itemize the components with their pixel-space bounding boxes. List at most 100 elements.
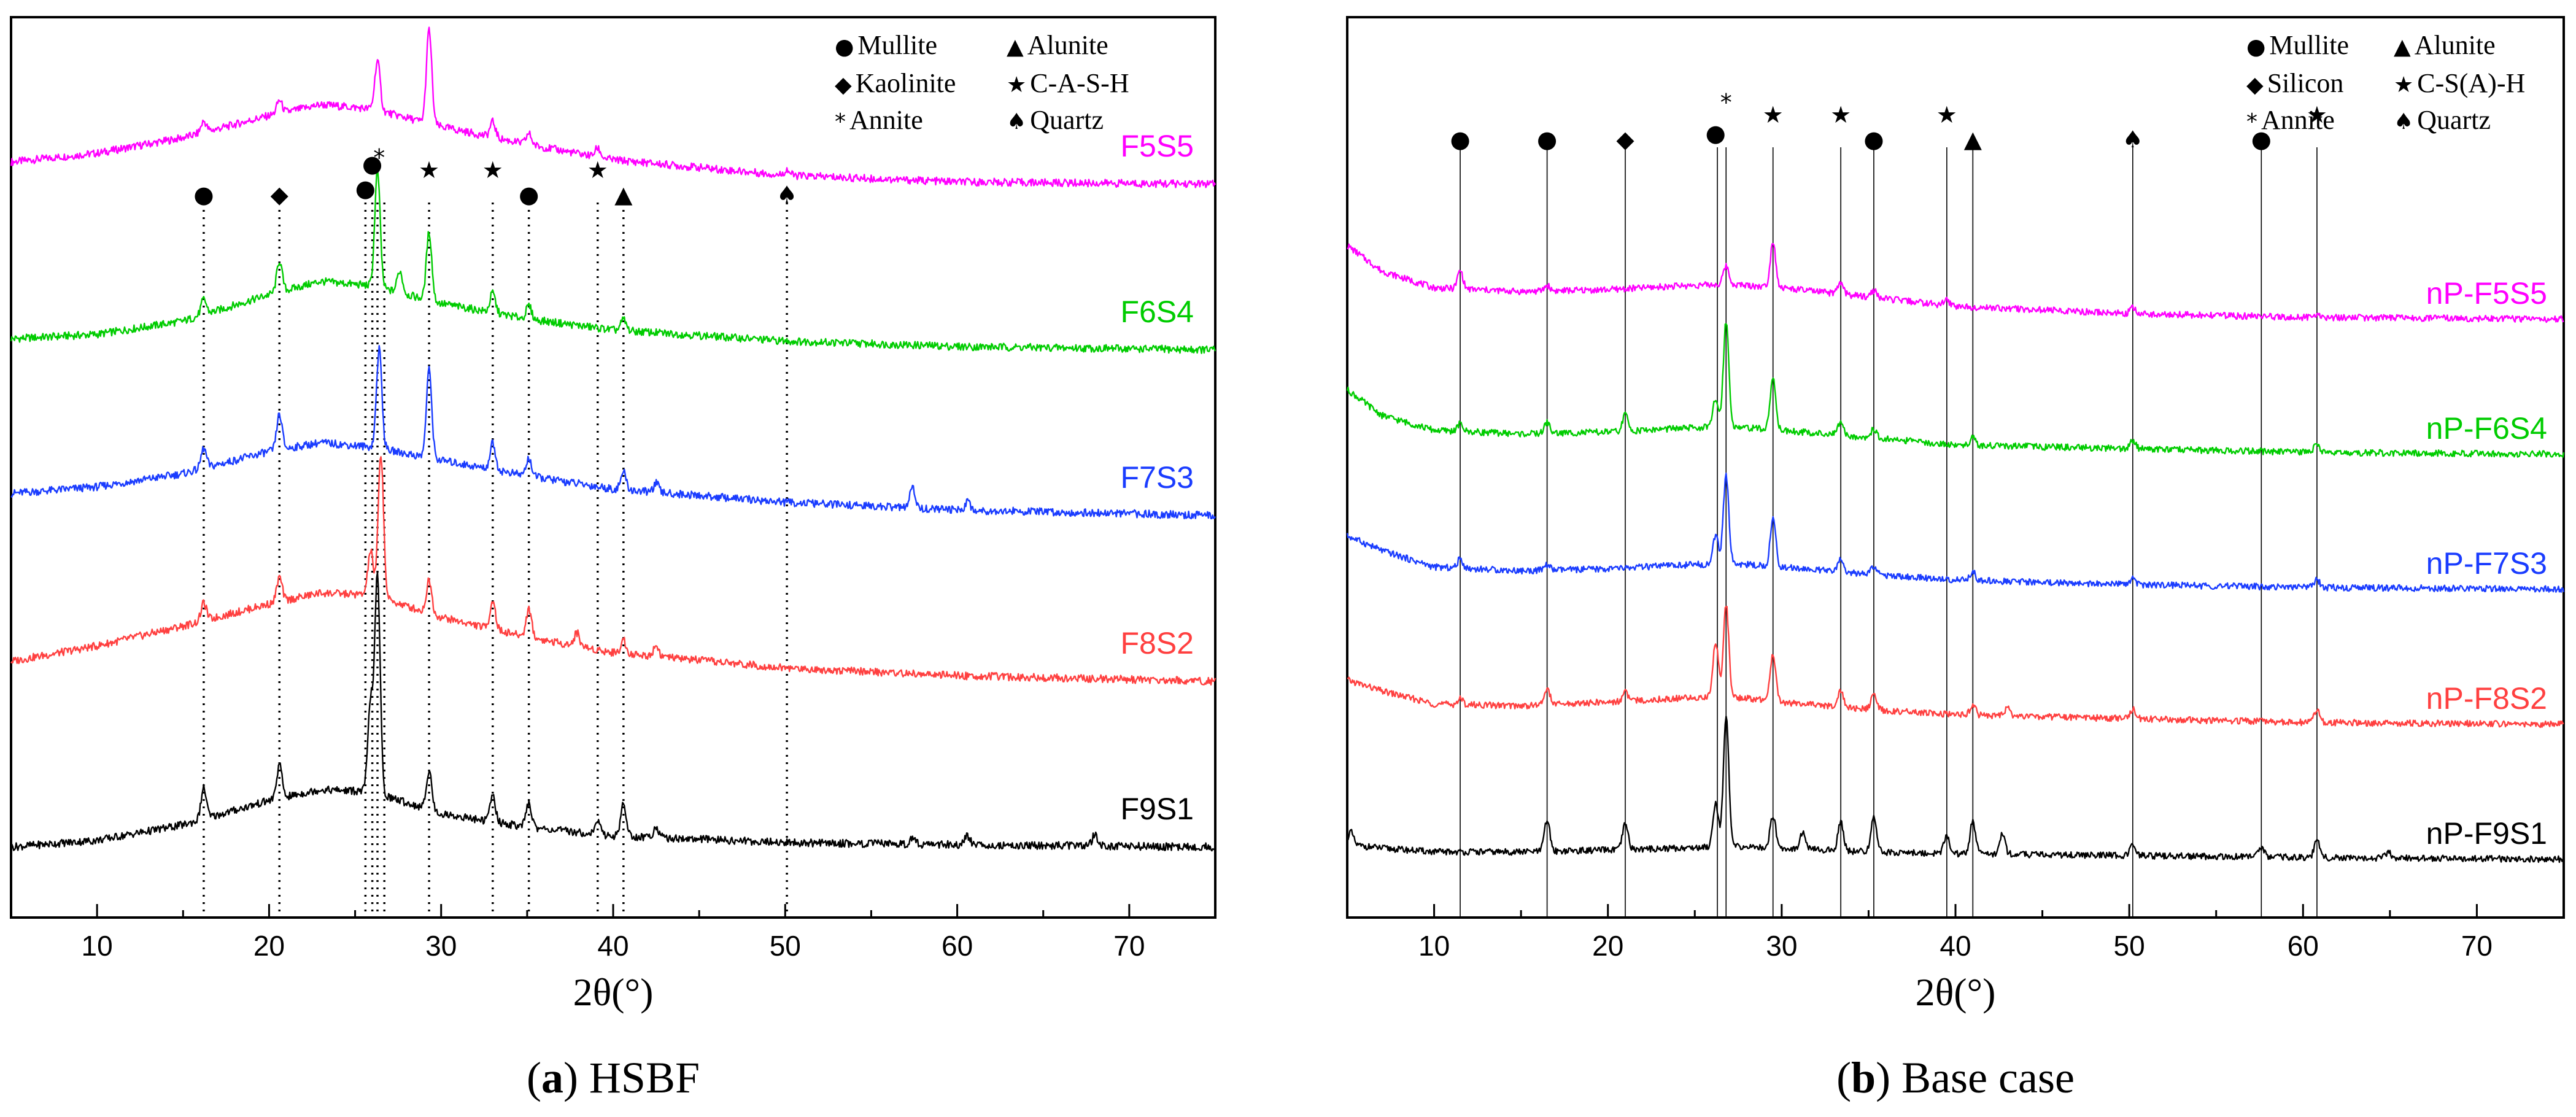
legend-symbol: ● <box>835 34 854 60</box>
legend-entry-annite: * Annite <box>835 105 923 135</box>
legend-label: Mullite <box>857 30 937 60</box>
legend-entry-c-a-s-h: ★ C-A-S-H <box>1007 68 1129 98</box>
phase-marker: ● <box>193 181 214 208</box>
phase-marker: ♠ <box>2122 126 2143 153</box>
legend-symbol: ★ <box>2394 72 2413 98</box>
panel-b-caption: (b) Base case <box>1836 1053 2075 1102</box>
legend-label: Alunite <box>1027 30 1108 60</box>
phase-marker: ● <box>1537 126 1557 153</box>
panel-b-caption-letter: b <box>1851 1053 1876 1102</box>
panel-b-series: nP-F5S5 nP-F6S4 nP-F7S3 nP-F8S2 nP-F9S1 <box>1346 243 2565 864</box>
legend-entry-mullite: ● Mullite <box>2246 30 2349 60</box>
series-label-f5s5: F5S5 <box>1120 129 1194 163</box>
panel-a-phase-markers: ● ◆ ●●* ★ ★●★▲ ♠ <box>193 144 797 208</box>
phase-marker: ● <box>1706 120 1726 147</box>
x-tick-label: 30 <box>425 930 457 962</box>
series-line-np-f7s3 <box>1346 473 2565 593</box>
panel-a-frame <box>10 16 1216 919</box>
series-line-f5s5 <box>10 26 1216 188</box>
phase-marker: ★ <box>587 157 608 184</box>
legend-label: Quartz <box>2417 105 2491 135</box>
x-tick-label: 40 <box>597 930 629 962</box>
panel-b-caption-title: Base case <box>1901 1053 2075 1102</box>
legend-entry-annite: * Annite <box>2246 105 2335 135</box>
phase-marker: * <box>373 144 385 171</box>
series-line-np-f5s5 <box>1347 243 2564 323</box>
phase-marker: ★ <box>1830 101 1851 128</box>
legend-entry-alunite: ▲ Alunite <box>2394 30 2496 60</box>
series-label-np-f6s4: nP-F6S4 <box>2426 411 2547 446</box>
x-tick-label: 70 <box>2461 930 2493 962</box>
series-line-f6s4 <box>10 168 1216 354</box>
phase-marker: ★ <box>1936 101 1957 128</box>
panel-b-base-case: nP-F5S5 nP-F6S4 nP-F7S3 nP-F8S2 nP-F9S1 ● ● ◆ ●… <box>1346 16 2565 1102</box>
legend-label: Annite <box>849 105 923 135</box>
series-line-f8s2 <box>10 456 1216 686</box>
legend-label: Alunite <box>2415 30 2496 60</box>
legend-symbol: ♠ <box>2394 109 2413 134</box>
panel-b-x-axis: 10 20 30 40 50 60 70 <box>1346 904 2565 962</box>
x-tick-label: 10 <box>82 930 113 962</box>
panel-a-x-axis-label: 2θ(°) <box>573 970 654 1014</box>
panel-a-series: F5S5 F6S4 F7S3 F8S2 F9S1 <box>10 26 1216 852</box>
phase-marker: ● <box>2251 126 2272 153</box>
phase-marker: * <box>1720 89 1732 116</box>
phase-marker: ◆ <box>271 181 289 208</box>
legend-entry-quartz: ♠ Quartz <box>1007 105 1104 135</box>
phase-marker: ▲ <box>614 181 633 208</box>
legend-label: Annite <box>2261 105 2335 135</box>
legend-entry-alunite: ▲ Alunite <box>1007 30 1108 60</box>
phase-marker: ★ <box>419 157 439 184</box>
legend-symbol: * <box>2246 109 2257 134</box>
legend-label: C-A-S-H <box>1030 68 1129 98</box>
x-tick-label: 50 <box>770 930 801 962</box>
series-line-np-f6s4 <box>1346 323 2565 458</box>
panel-b-reference-lines <box>1460 147 2318 918</box>
panel-b-x-axis-label: 2θ(°) <box>1916 970 1996 1014</box>
series-line-f9s1 <box>10 571 1216 852</box>
series-label-f8s2: F8S2 <box>1120 626 1194 660</box>
phase-marker: ● <box>1863 126 1884 153</box>
phase-marker: ★ <box>2307 101 2327 128</box>
legend-symbol: * <box>835 109 846 134</box>
legend-symbol: ● <box>2246 34 2265 60</box>
legend-symbol: ★ <box>1007 72 1026 98</box>
series-line-np-f9s1 <box>1346 715 2565 864</box>
panel-a-caption-letter: a <box>541 1053 563 1102</box>
phase-marker: ● <box>1450 126 1470 153</box>
legend-entry-silicon: ◆ Silicon <box>2246 68 2343 98</box>
legend-symbol: ▲ <box>2394 34 2411 60</box>
series-label-f7s3: F7S3 <box>1120 460 1194 495</box>
x-tick-label: 60 <box>2288 930 2319 962</box>
x-tick-label: 50 <box>2114 930 2145 962</box>
panel-a-reference-lines <box>203 203 788 918</box>
x-tick-label: 20 <box>253 930 285 962</box>
phase-marker: ● <box>362 150 382 177</box>
series-label-f9s1: F9S1 <box>1120 792 1194 826</box>
x-tick-label: 60 <box>942 930 973 962</box>
legend-label: Silicon <box>2267 68 2344 98</box>
series-line-f7s3 <box>10 345 1216 520</box>
series-label-np-f9s1: nP-F9S1 <box>2426 816 2547 851</box>
legend-entry-mullite: ● Mullite <box>835 30 937 60</box>
panel-a-caption-title: HSBF <box>589 1053 700 1102</box>
phase-marker: ◆ <box>1616 126 1634 153</box>
phase-marker: ● <box>355 175 376 202</box>
x-tick-label: 40 <box>1940 930 1971 962</box>
legend-symbol: ◆ <box>2246 72 2264 98</box>
phase-marker: ★ <box>482 157 503 184</box>
series-label-np-f5s5: nP-F5S5 <box>2426 276 2547 311</box>
legend-entry-kaolinite: ◆ Kaolinite <box>835 68 956 98</box>
panel-b-legend: ● Mullite ▲ Alunite◆ Silicon ★ C-S(A)-H* Annite… <box>2246 30 2525 135</box>
legend-symbol: ◆ <box>835 72 852 98</box>
legend-label: Kaolinite <box>856 68 956 98</box>
phase-marker: ▲ <box>1964 126 1982 153</box>
x-tick-label: 30 <box>1766 930 1797 962</box>
panel-b-frame <box>1346 16 2565 919</box>
phase-marker: ● <box>519 181 539 208</box>
x-tick-label: 10 <box>1418 930 1450 962</box>
panel-b-phase-markers: ● ● ◆ ●* ★ ★●★▲ ♠ ●★ <box>1450 89 2327 153</box>
series-label-f6s4: F6S4 <box>1120 295 1194 329</box>
x-tick-label: 20 <box>1592 930 1623 962</box>
